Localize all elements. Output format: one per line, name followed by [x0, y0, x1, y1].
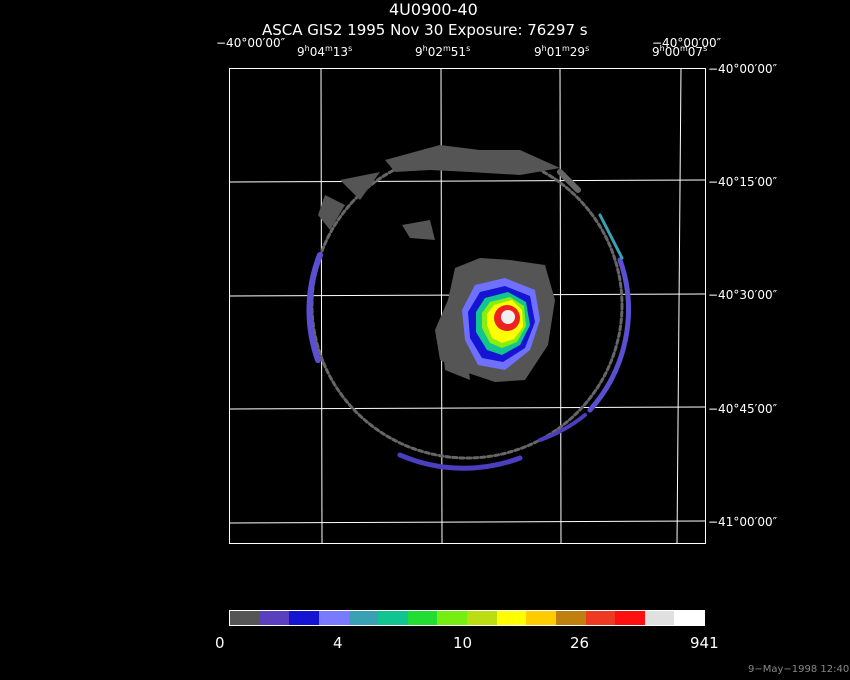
colorbar-swatch [289, 611, 319, 625]
colorbar-swatch [585, 611, 616, 625]
ra-label: 9h00m07s [652, 44, 708, 59]
colorbar-tick-label: 26 [570, 634, 590, 652]
colorbar-swatch [437, 611, 467, 625]
colorbar-swatch [318, 611, 349, 625]
dec-label: −41°00′00″ [708, 515, 778, 529]
corner-label-right: −40°00′00″ [652, 36, 722, 50]
colorbar-swatch [526, 611, 556, 625]
colorbar-swatch [467, 611, 497, 625]
x-ray-source [435, 258, 555, 382]
colorbar-swatch [674, 611, 704, 625]
ra-label: 9h01m29s [534, 44, 590, 59]
ra-label: 9h02m51s [415, 44, 471, 59]
timestamp: 9−May−1998 12:40 [748, 664, 850, 675]
color-scale-bar [229, 610, 705, 626]
colorbar-swatch [615, 611, 645, 625]
ra-label: 9h04m13s [297, 44, 353, 59]
dec-label: −40°15′00″ [708, 175, 778, 189]
colorbar-swatch [555, 611, 586, 625]
dec-label: −40°30′00″ [708, 288, 778, 302]
colorbar-tick-label: 4 [333, 634, 343, 652]
colorbar-swatch [496, 611, 527, 625]
dec-label: −40°45′00″ [708, 402, 778, 416]
colorbar-tick-label: 0 [215, 634, 225, 652]
corner-label-left: −40°00′00″ [216, 36, 286, 50]
plot-frame [229, 68, 706, 544]
colorbar-swatch [644, 611, 675, 625]
plot-subtitle: ASCA GIS2 1995 Nov 30 Exposure: 76297 s [262, 21, 588, 39]
colorbar-tick-label: 941 [690, 634, 719, 652]
colorbar-tick-label: 10 [453, 634, 473, 652]
plot-title: 4U0900-40 [389, 0, 478, 19]
dec-label: −40°00′00″ [708, 62, 778, 76]
colorbar-swatch [259, 611, 290, 625]
colorbar-swatch [378, 611, 408, 625]
colorbar-swatch [230, 611, 260, 625]
colorbar-swatch [348, 611, 379, 625]
coordinate-grid [228, 67, 706, 544]
colorbar-swatch [407, 611, 438, 625]
